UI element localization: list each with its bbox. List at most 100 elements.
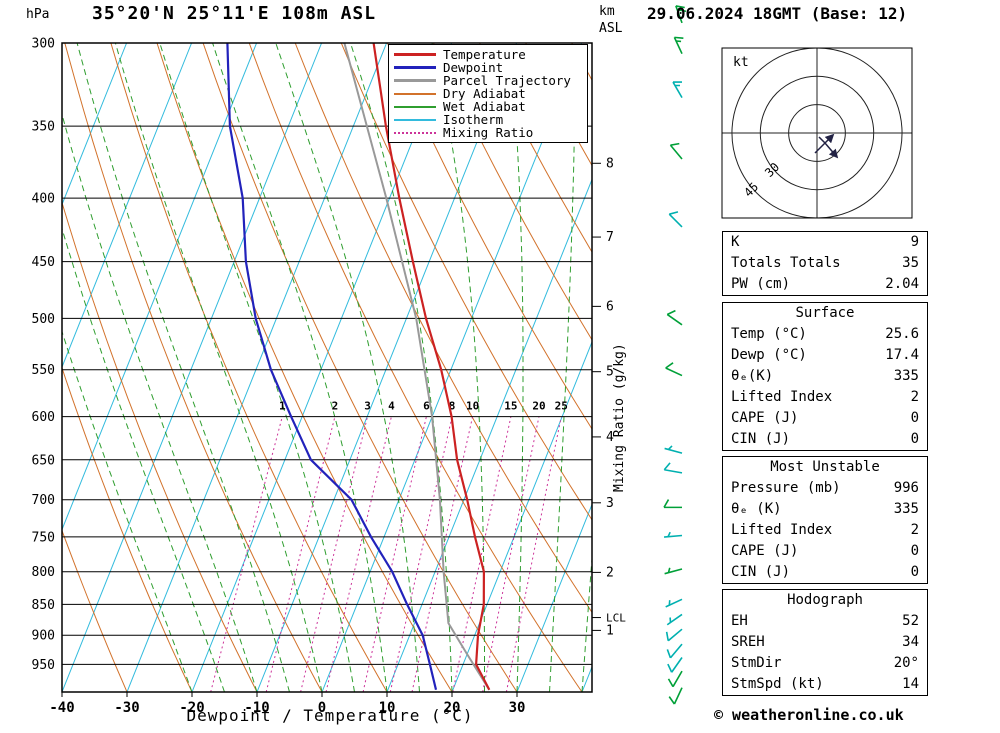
hodograph-trace (818, 136, 839, 159)
km-tick-label: 2 (606, 565, 614, 580)
stat-row: θₑ(K) 335 (723, 366, 927, 387)
wind-barb (672, 81, 683, 99)
mixing-ratio-value-label: 1 (279, 400, 286, 413)
km-tick-label: 7 (606, 230, 614, 245)
legend-line-sample (394, 92, 436, 95)
stat-label: Dewp (°C) (731, 347, 807, 363)
pressure-tick-label: 800 (32, 565, 55, 580)
legend-line-sample (394, 66, 436, 69)
stat-label: θₑ(K) (731, 368, 774, 384)
stat-label: CAPE (J) (731, 543, 799, 559)
stat-value: 0 (910, 410, 919, 426)
temp-tick-label: 0 (318, 700, 326, 716)
legend-item-label: Temperature (443, 47, 526, 62)
stat-value: 335 (893, 368, 919, 384)
hodograph-ring-label: 45 (741, 180, 761, 200)
legend-item-label: Dry Adiabat (443, 86, 526, 101)
wind-barb (664, 445, 683, 454)
plot-border (61, 42, 593, 693)
legend-line-sample (394, 131, 436, 134)
stat-label: PW (cm) (731, 276, 791, 292)
wind-barb-column (663, 5, 687, 705)
stat-row: EH 52 (723, 611, 927, 632)
temp-tick-label: -10 (244, 700, 269, 716)
wind-barb (665, 362, 683, 377)
stat-label: Temp (°C) (731, 326, 807, 342)
datetime-label: 29.06.2024 18GMT (Base: 12) (647, 4, 908, 23)
wind-barb (673, 36, 684, 55)
stat-value: 2.04 (885, 276, 919, 292)
wind-barb (663, 499, 682, 509)
wind-barb (665, 628, 683, 642)
pressure-tick-label: 400 (32, 192, 55, 207)
stat-value: 17.4 (885, 347, 919, 363)
mixing-ratio-value-label: 4 (388, 400, 395, 413)
legend-item-label: Mixing Ratio (443, 125, 534, 140)
stat-table-title: Most Unstable (770, 459, 880, 475)
wind-barb (663, 531, 683, 538)
stat-row: CIN (J) 0 (723, 562, 927, 583)
stat-row: θₑ (K) 335 (723, 499, 927, 520)
stat-row: SREH 34 (723, 632, 927, 653)
stat-label: CAPE (J) (731, 410, 799, 426)
stat-label: CIN (J) (731, 431, 791, 447)
stat-label: SREH (731, 634, 765, 650)
stat-value: 0 (910, 431, 919, 447)
temp-tick-label: 20 (444, 700, 461, 716)
isotherms (62, 43, 592, 692)
pressure-tick-label: 350 (32, 120, 55, 135)
wind-barb (666, 643, 683, 659)
parcel-trajectory-line (343, 43, 491, 691)
stat-value: 996 (893, 480, 919, 496)
legend-item-label: Dewpoint (443, 60, 504, 75)
pressure-tick-label: 950 (32, 658, 55, 673)
station-title: 35°20'N 25°11'E 108m ASL (92, 3, 377, 24)
indices-table: K 9 Totals Totals 35 PW (cm) 2.04 (722, 231, 928, 296)
stat-value: 2 (910, 522, 919, 538)
legend: Temperature Dewpoint Parcel Trajectory Dry … (388, 44, 588, 143)
stat-value: 52 (902, 613, 919, 629)
hodograph-ring-label: 30 (762, 160, 782, 180)
wind-barb (675, 5, 687, 24)
stat-table-title: Surface (795, 305, 855, 321)
stat-table-title: Hodograph (787, 592, 863, 608)
hodograph-plot (722, 48, 912, 218)
stat-value: 0 (910, 564, 919, 580)
km-tick-label: 6 (606, 299, 614, 314)
temp-tick-label: -40 (49, 700, 74, 716)
legend-line-sample (394, 79, 436, 82)
mixing-ratio-value-label: 8 (449, 400, 456, 413)
pressure-tick-label: 750 (32, 530, 55, 545)
legend-item: Wet Adiabat (394, 100, 582, 113)
wind-barb (666, 613, 683, 626)
legend-item: Parcel Trajectory (394, 74, 582, 87)
pressure-tick-label: 900 (32, 629, 55, 644)
legend-item: Dewpoint (394, 61, 582, 74)
wind-barb (669, 142, 683, 160)
pressure-tick-label: 600 (32, 410, 55, 425)
stat-row: StmDir 20° (723, 653, 927, 674)
x-axis-title: Dewpoint / Temperature (°C) (186, 706, 474, 725)
wind-barb (664, 567, 683, 575)
wind-barb (668, 687, 683, 705)
stat-value: 335 (893, 501, 919, 517)
mixing-ratio-value-label: 25 (555, 400, 568, 413)
mixing-ratio-value-label: 2 (332, 400, 339, 413)
wind-barb (666, 309, 683, 326)
temp-tick-label: -20 (179, 700, 204, 716)
temp-tick-label: 30 (509, 700, 526, 716)
dewpoint-line (226, 43, 438, 691)
stat-row: Pressure (mb) 996 (723, 478, 927, 499)
legend-item-label: Wet Adiabat (443, 99, 526, 114)
stat-label: StmDir (731, 655, 782, 671)
stat-label: EH (731, 613, 748, 629)
hodograph-table: Hodograph EH 52 SREH 34 StmDir 20° StmSpd (kt) 1… (722, 589, 928, 696)
stat-value: 0 (910, 543, 919, 559)
km-axis-label: km (599, 4, 615, 19)
mixing-ratio-axis-label: Mixing Ratio (g/kg) (612, 343, 627, 493)
wind-barb (665, 598, 683, 608)
stat-row: Lifted Index 2 (723, 520, 927, 541)
pressure-tick-label: 550 (32, 363, 55, 378)
